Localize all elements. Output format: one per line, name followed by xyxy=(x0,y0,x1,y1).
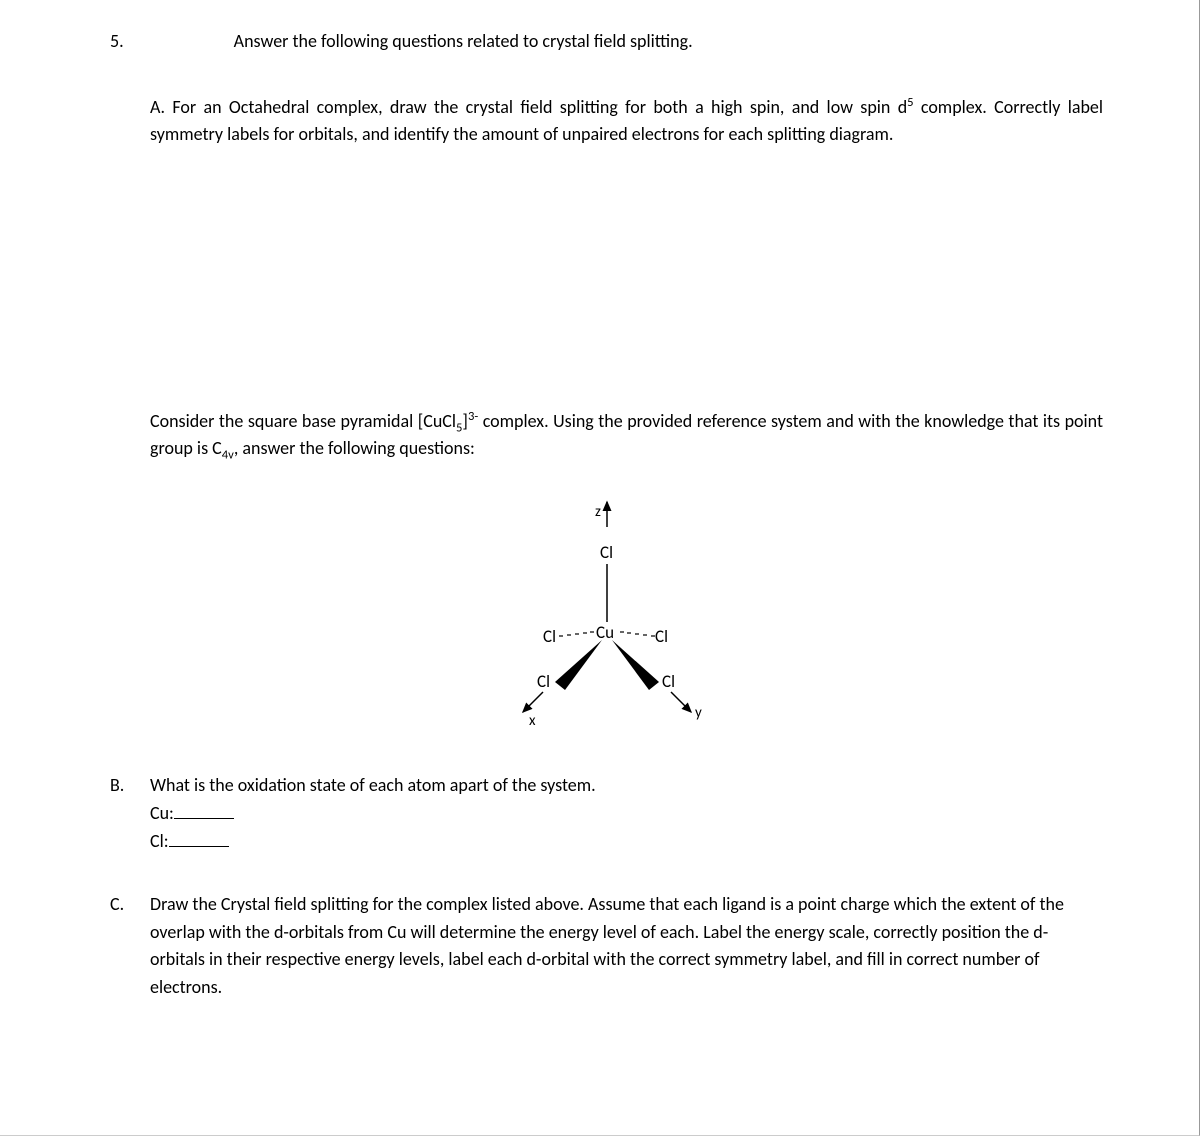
part-a-text-before: A. For an Octahedral complex, draw the c… xyxy=(150,96,907,118)
cl-label: Cl: xyxy=(150,830,169,852)
part-c: C. Draw the Crystal field splitting for … xyxy=(110,891,1103,1003)
part-b-letter: B. xyxy=(110,772,130,856)
cl-right-dash-label: Cl xyxy=(655,626,668,647)
cu-blank xyxy=(174,801,234,819)
molecule-diagram: z Cl Cu Cl Cl Cl Cl xyxy=(110,492,1103,752)
cl-left-dash-label: Cl xyxy=(543,626,556,647)
question-intro: Answer the following questions related t… xyxy=(234,30,693,52)
mid-sub2: 4v xyxy=(222,448,234,463)
mid-after-sub: , answer the following questions: xyxy=(234,437,475,459)
molecule-svg: z Cl Cu Cl Cl Cl Cl xyxy=(457,492,757,752)
part-c-letter: C. xyxy=(110,891,130,1003)
cu-label: Cu: xyxy=(150,802,174,824)
cl-left-wedge-label: Cl xyxy=(537,671,550,692)
part-b: B. What is the oxidation state of each a… xyxy=(110,772,1103,856)
mid-before-formula: Consider the square base pyramidal [CuCl xyxy=(150,410,456,432)
cl-top-label: Cl xyxy=(600,542,613,563)
y-label: y xyxy=(695,704,702,722)
part-b-text: What is the oxidation state of each atom… xyxy=(150,772,596,800)
mid-sup1: 3- xyxy=(468,409,478,424)
part-a: A. For an Octahedral complex, draw the c… xyxy=(150,94,1103,148)
cu-label: Cu xyxy=(596,622,614,643)
question-number: 5. xyxy=(110,30,124,52)
mid-text: Consider the square base pyramidal [CuCl… xyxy=(150,408,1103,462)
cl-blank xyxy=(169,829,229,847)
part-c-text: Draw the Crystal field splitting for the… xyxy=(150,891,1103,1003)
z-label: z xyxy=(595,503,601,521)
cl-right-wedge-label: Cl xyxy=(662,671,675,692)
x-label: x xyxy=(529,712,536,730)
question-header: 5. Answer the following questions relate… xyxy=(110,30,1103,52)
